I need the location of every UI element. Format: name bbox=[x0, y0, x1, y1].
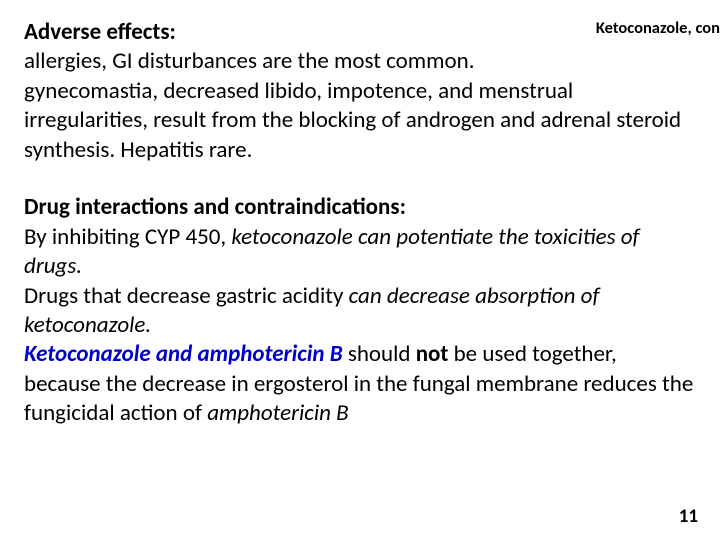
interaction-line3-mid1: should bbox=[348, 340, 416, 368]
adverse-effects-line2: gynecomastia, decreased libido, impotenc… bbox=[24, 77, 681, 164]
adverse-effects-line1: allergies, GI disturbances are the most … bbox=[24, 47, 475, 75]
page-number: 11 bbox=[679, 505, 698, 528]
adverse-effects-section: Adverse effects: allergies, GI disturban… bbox=[24, 18, 696, 165]
slide-body: Adverse effects: allergies, GI disturban… bbox=[24, 18, 696, 429]
interaction-line3-not: not bbox=[416, 340, 449, 368]
interaction-line3-tail: amphotericin B bbox=[207, 399, 348, 427]
top-right-note: Ketoconazole, con bbox=[596, 18, 720, 38]
interaction-line2-pre: Drugs that decrease gastric acidity bbox=[24, 282, 349, 310]
drug-interactions-section: Drug interactions and contraindications:… bbox=[24, 193, 696, 429]
interaction-line3-lead: Ketoconazole and amphotericin B bbox=[24, 340, 348, 368]
interaction-line1-pre: By inhibiting CYP 450, bbox=[24, 223, 231, 251]
drug-interactions-heading: Drug interactions and contraindications: bbox=[24, 193, 406, 221]
adverse-effects-heading: Adverse effects: bbox=[24, 18, 176, 46]
